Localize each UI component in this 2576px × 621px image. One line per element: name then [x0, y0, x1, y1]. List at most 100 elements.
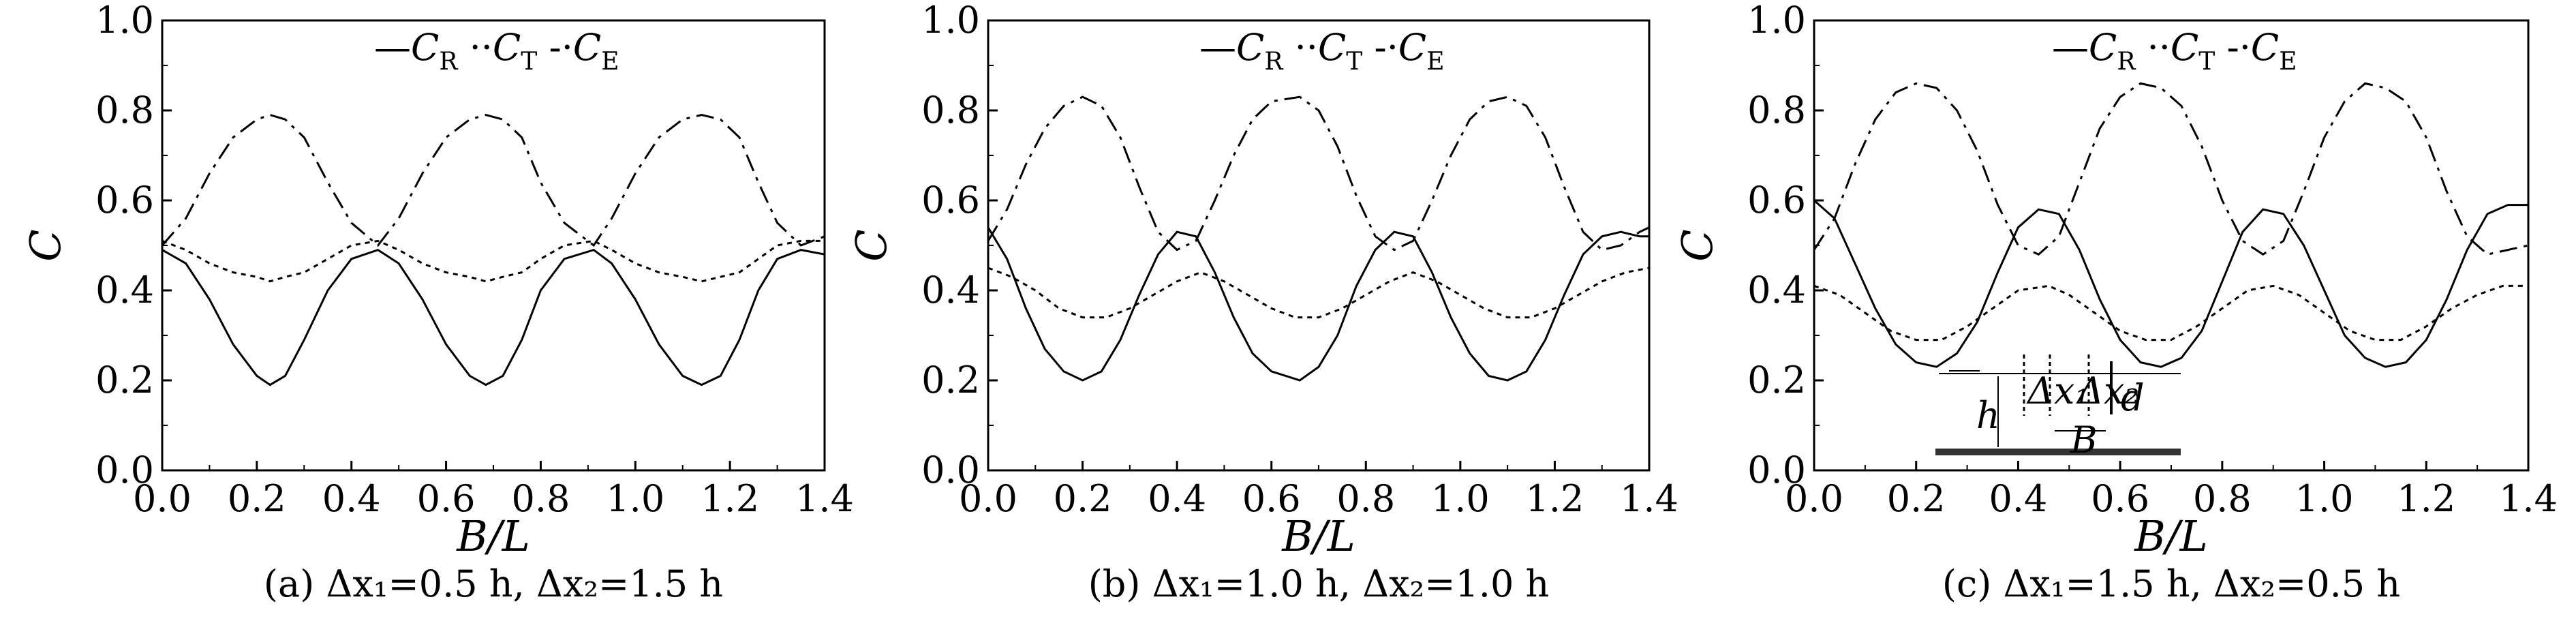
plot-frame [1814, 20, 2528, 470]
legend-text: —CR ··CT -·CE [374, 26, 619, 76]
inset-label: B [2070, 419, 2098, 461]
y-tick-label: 0.0 [95, 449, 154, 491]
x-tick-label: 0.2 [228, 477, 286, 520]
y-tick-label: 0.8 [1747, 89, 1806, 132]
series-line-c-r [988, 228, 1649, 380]
y-axis-label: C [20, 229, 70, 261]
x-tick-label: 1.2 [2397, 477, 2455, 520]
legend-entry-sub: T [2198, 48, 2215, 76]
x-tick-label: 1.4 [1620, 477, 1678, 520]
legend-gap [2215, 26, 2226, 69]
legend-entry: C [493, 26, 521, 69]
legend-entry: C [2089, 26, 2117, 69]
plot-frame [988, 20, 1649, 470]
x-tick-label: 1.2 [1525, 477, 1584, 520]
x-axis-label: B/L [456, 511, 530, 561]
panel-caption: (b) Δx₁=1.0 h, Δx₂=1.0 h [1088, 562, 1550, 605]
x-tick-label: 0.2 [1054, 477, 1112, 520]
legend-text: —CR ··CT -·CE [2052, 26, 2297, 76]
panel-caption: (c) Δx₁=1.5 h, Δx₂=0.5 h [1942, 562, 2400, 605]
y-tick-label: 0.6 [921, 179, 980, 222]
series-line-c-t [162, 241, 825, 281]
x-tick-label: 1.0 [2295, 477, 2354, 520]
legend-gap [2135, 26, 2147, 69]
series-line-c-e [988, 97, 1649, 249]
chart-panel-3: 0.0 0.2 0.4 0.6 0.8 1.0 1.2 1.4 0.0 0.2 0.4 0.6 0.8 1… [1672, 0, 2558, 605]
legend-entry: C [1398, 26, 1426, 69]
x-tick-label: 0.4 [322, 477, 381, 520]
x-tick-label: 1.4 [2499, 477, 2558, 520]
x-tick-label: 1.0 [606, 477, 664, 520]
y-tick-label: 0.2 [921, 359, 980, 402]
legend-marker: ·· [2147, 26, 2171, 69]
legend-marker: -· [2226, 26, 2250, 69]
legend-marker: ·· [1295, 26, 1318, 69]
y-tick-label: 1.0 [921, 0, 980, 42]
y-tick-label: 0.4 [1747, 269, 1806, 312]
series-line-c-e [162, 115, 825, 245]
legend-entry-sub: T [521, 48, 537, 76]
legend-marker: ·· [470, 26, 493, 69]
legend-marker: -· [549, 26, 572, 69]
chart-panel-2: 0.0 0.2 0.4 0.6 0.8 1.0 1.2 1.4 0.0 0.2 0.4 0.6 0.8 1… [846, 0, 1678, 605]
legend-marker: — [374, 26, 411, 69]
x-tick-label: 1.2 [701, 477, 759, 520]
y-tick-label: 0.0 [1747, 449, 1806, 491]
y-axis-label: C [1672, 229, 1722, 261]
legend-entry-sub: R [439, 48, 458, 76]
y-tick-label: 0.8 [95, 89, 154, 132]
legend-marker: -· [1374, 26, 1398, 69]
legend-entry-sub: T [1346, 48, 1362, 76]
legend-entry-sub: R [1264, 48, 1283, 76]
y-axis-label: C [846, 229, 896, 261]
x-tick-label: 0.4 [1148, 477, 1206, 520]
y-tick-label: 0.8 [921, 89, 980, 132]
legend-entry: C [2251, 26, 2279, 69]
series-line-c-t [1814, 286, 2528, 339]
x-tick-label: 0.4 [1989, 477, 2047, 520]
y-tick-label: 0.6 [95, 179, 154, 222]
panel-caption: (a) Δx₁=0.5 h, Δx₂=1.5 h [264, 562, 723, 605]
legend-entry: C [2171, 26, 2198, 69]
caption-text: Δx₁=1.5 h, Δx₂=0.5 h [2003, 562, 2400, 605]
x-tick-label: 1.0 [1431, 477, 1490, 520]
caption-tag: (c) [1942, 562, 2004, 605]
x-axis-label: B/L [2134, 511, 2208, 561]
legend-gap [1283, 26, 1294, 69]
y-tick-label: 0.4 [95, 269, 154, 312]
x-tick-label: 1.4 [795, 477, 854, 520]
caption-tag: (b) [1088, 562, 1152, 605]
legend: —CR ··CT -·CE [1199, 26, 1445, 76]
legend-gap [1362, 26, 1374, 69]
seabed-bar [1935, 449, 2181, 455]
legend-entry: C [1236, 26, 1264, 69]
inset-label: d [2121, 376, 2145, 419]
legend-gap [457, 26, 469, 69]
y-tick-label: 1.0 [1747, 0, 1806, 42]
y-tick-label: 1.0 [95, 0, 154, 42]
legend: —CR ··CT -·CE [374, 26, 619, 76]
legend-entry: C [573, 26, 601, 69]
plot-frame [162, 20, 825, 470]
legend-gap [537, 26, 549, 69]
legend-entry-sub: E [1426, 48, 1444, 76]
legend-entry: C [411, 26, 439, 69]
y-tick-label: 0.6 [1747, 179, 1806, 222]
y-tick-label: 0.4 [921, 269, 980, 312]
caption-text: Δx₁=0.5 h, Δx₂=1.5 h [326, 562, 723, 605]
inset-label: h [1976, 394, 2000, 437]
chart-panel-1: 0.0 0.2 0.4 0.6 0.8 1.0 1.2 1.4 0.0 0.2 0.4 0.6 0.8 1… [20, 0, 854, 605]
caption-tag: (a) [264, 562, 326, 605]
legend-marker: — [1199, 26, 1236, 69]
legend-entry: C [1318, 26, 1346, 69]
series-line-c-r [162, 250, 825, 385]
caption-text: Δx₁=1.0 h, Δx₂=1.0 h [1152, 562, 1550, 605]
series-line-c-r [1814, 200, 2528, 367]
series-line-c-e [1814, 83, 2528, 254]
x-tick-label: 0.2 [1887, 477, 1946, 520]
series-line-c-t [988, 268, 1649, 318]
legend-entry-sub: R [2117, 48, 2136, 76]
legend-marker: — [2052, 26, 2089, 69]
